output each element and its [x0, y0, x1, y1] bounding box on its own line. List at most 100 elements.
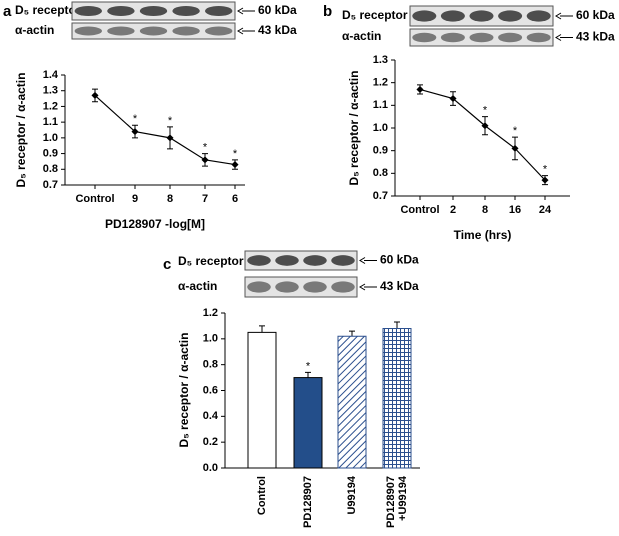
x-tick-label: 8	[482, 204, 488, 216]
annotation: *	[203, 141, 208, 153]
line	[94, 94, 236, 166]
blot-size: 60 kDa	[258, 3, 297, 17]
blot-band	[74, 5, 102, 17]
x-tick-label: 16	[509, 204, 521, 216]
blot-band	[440, 32, 465, 43]
y-axis-label: D₅ receptor / α-actin	[347, 71, 361, 186]
blot-band	[469, 10, 494, 22]
x-tick-label: 8	[167, 193, 173, 205]
arrow	[555, 34, 573, 41]
blot-band	[172, 26, 200, 36]
blot-size: 60 kDa	[576, 8, 615, 22]
marker	[481, 122, 489, 130]
blot-band	[469, 32, 494, 43]
marker	[231, 161, 239, 169]
blot-band	[107, 5, 135, 17]
annotation: *	[233, 148, 238, 160]
blot-band	[412, 32, 437, 43]
marker	[511, 144, 519, 152]
blot-band	[205, 5, 233, 17]
arrow	[555, 12, 573, 20]
blot-band	[440, 10, 465, 22]
arrow	[359, 283, 377, 291]
blot-size: 43 kDa	[380, 279, 419, 293]
blot-band	[172, 5, 200, 17]
blot-band	[139, 5, 168, 17]
blot-band	[498, 32, 523, 43]
blot-size: 43 kDa	[258, 23, 297, 37]
y-tick-label: 1.2	[43, 100, 58, 112]
panel-letter: b	[323, 3, 332, 20]
x-axis-label: Time (hrs)	[454, 228, 512, 242]
y-tick-label: 0.7	[373, 190, 388, 202]
blot-size: 43 kDa	[576, 30, 615, 44]
y-tick-label: 1.2	[373, 77, 388, 89]
arrow	[237, 27, 255, 35]
blot-band	[139, 26, 168, 36]
marker	[416, 85, 424, 94]
blot-band	[331, 281, 355, 293]
y-tick-label: 0.8	[373, 167, 388, 179]
y-tick-label: 1.1	[373, 99, 388, 111]
annotation: *	[168, 115, 173, 127]
y-tick-label: 1.1	[43, 116, 58, 128]
y-tick-label: 1.2	[203, 307, 218, 319]
annotation: *	[483, 105, 488, 117]
y-tick-label: 0.9	[373, 145, 388, 157]
bar	[337, 335, 367, 469]
x-tick-label: 24	[539, 204, 552, 216]
y-tick-label: 0.8	[203, 359, 218, 371]
x-tick-label: 6	[232, 193, 238, 205]
panel-letter: a	[3, 3, 12, 20]
y-tick-label: 1.0	[203, 333, 218, 345]
bar	[247, 331, 277, 469]
blot-label: α-actin	[342, 29, 381, 43]
blot-label: D₅ receptor	[15, 3, 81, 17]
blot-label: α-actin	[178, 279, 217, 293]
x-tick-label: Control	[75, 193, 114, 205]
arrow	[237, 7, 255, 15]
x-tick-label: Control	[256, 476, 268, 516]
blot-band	[275, 255, 299, 266]
marker	[449, 94, 457, 103]
blot-band	[74, 26, 102, 36]
blot-band	[303, 281, 327, 293]
blot	[244, 276, 358, 298]
blot-band	[205, 26, 233, 36]
bar	[293, 377, 323, 469]
y-tick-label: 1.3	[373, 54, 388, 66]
y-axis-label: D₅ receptor / α-actin	[14, 73, 28, 188]
y-tick-label: 0.7	[43, 179, 58, 191]
y-tick-label: 0.0	[203, 462, 218, 474]
blot-label: D₅ receptor	[342, 8, 408, 22]
x-tick-label: Control	[400, 204, 439, 216]
x-tick-label: PD128907	[302, 476, 314, 528]
marker	[201, 156, 209, 164]
blot-band	[526, 10, 551, 22]
y-tick-label: 1.0	[373, 122, 388, 134]
bar	[382, 328, 412, 469]
blot-band	[107, 26, 135, 36]
blot-band	[275, 281, 299, 293]
annotation: *	[306, 360, 311, 372]
blot-band	[526, 32, 551, 43]
blot-band	[498, 10, 523, 22]
y-tick-label: 0.4	[203, 410, 219, 422]
x-tick-label: 2	[450, 204, 456, 216]
blot-band	[247, 255, 271, 266]
y-tick-label: 0.6	[203, 384, 218, 396]
x-tick-label: 9	[132, 193, 138, 205]
annotation: *	[133, 113, 138, 125]
x-tick-label: 7	[202, 193, 208, 205]
marker	[541, 176, 549, 184]
blot-band	[247, 281, 271, 293]
marker	[131, 128, 139, 136]
y-tick-label: 1.0	[43, 132, 58, 144]
x-tick-label: PD128907 +U99194	[385, 476, 409, 528]
marker	[166, 134, 174, 142]
x-axis-label: PD128907 -log[M]	[105, 217, 205, 231]
blot-band	[412, 10, 437, 22]
marker	[91, 91, 99, 99]
